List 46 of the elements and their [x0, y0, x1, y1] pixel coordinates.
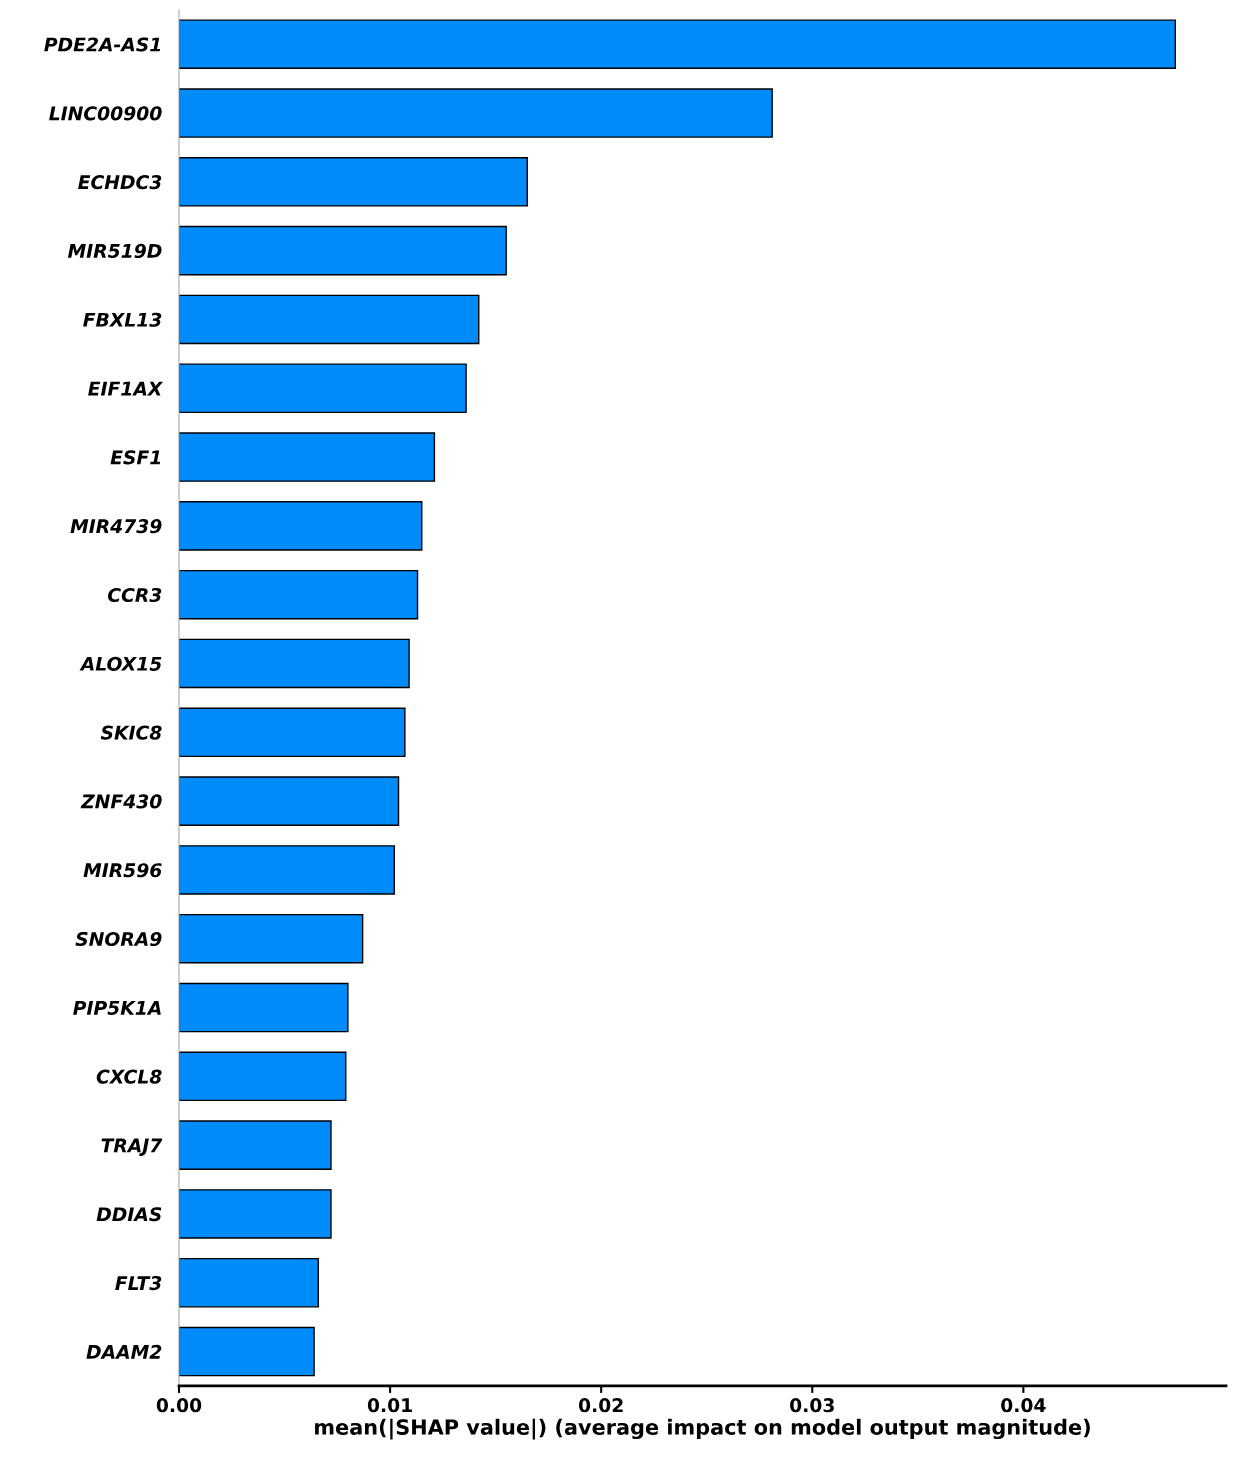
- y-tick-label: DDIAS: [96, 1207, 162, 1222]
- bar: [179, 913, 364, 964]
- y-tick-label: CCR3: [108, 587, 162, 603]
- x-axis-title: mean(|SHAP value|) (average impact on model output magnitude): [315, 1418, 1090, 1440]
- y-tick-label: MIR596: [83, 863, 162, 878]
- bar: [179, 982, 349, 1033]
- y-tick-label: FBXL13: [83, 312, 162, 327]
- x-tick-label: 0.00: [156, 1398, 202, 1413]
- bar: [179, 776, 400, 826]
- x-tick-label: 0.02: [578, 1398, 623, 1413]
- bar: [179, 845, 396, 895]
- y-tick-label: ZNF430: [80, 794, 162, 809]
- y-tick-label: MIR519D: [67, 243, 162, 259]
- bar: [179, 569, 419, 620]
- y-tick-label: ECHDC3: [78, 175, 162, 190]
- y-tick-label: CXCL8: [96, 1069, 162, 1084]
- bar: [179, 225, 507, 276]
- y-tick-label: MIR4739: [70, 519, 162, 534]
- y-tick-label: EIF1AX: [88, 381, 164, 396]
- y-tick-label: PDE2A-AS1: [44, 37, 161, 52]
- bar: [179, 19, 1177, 69]
- bar: [179, 707, 406, 758]
- bar: [179, 638, 410, 689]
- x-tick-label: 0.01: [367, 1398, 412, 1413]
- bar: [179, 294, 480, 345]
- bar: [179, 1326, 315, 1377]
- bar: [179, 363, 467, 414]
- bar: [179, 157, 528, 207]
- bar: [179, 1189, 332, 1239]
- bar: [179, 1051, 347, 1102]
- y-tick-label: LINC00900: [49, 106, 162, 121]
- y-tick-label: FLT3: [115, 1275, 162, 1291]
- bar: [179, 432, 436, 482]
- x-tick-label: 0.04: [1001, 1398, 1046, 1413]
- bar: [179, 88, 773, 138]
- y-tick-label: SKIC8: [100, 725, 162, 740]
- bar: [179, 501, 423, 551]
- x-tick-label: 0.03: [790, 1398, 834, 1413]
- y-tick-label: TRAJ7: [101, 1138, 163, 1157]
- y-tick-label: ESF1: [110, 450, 161, 465]
- y-tick-label: SNORA9: [75, 931, 162, 947]
- y-tick-label: DAAM2: [86, 1344, 162, 1359]
- bar: [179, 1257, 320, 1308]
- y-tick-label: ALOX15: [79, 656, 162, 671]
- bar: [179, 1120, 332, 1170]
- y-tick-label: PIP5K1A: [73, 1000, 161, 1015]
